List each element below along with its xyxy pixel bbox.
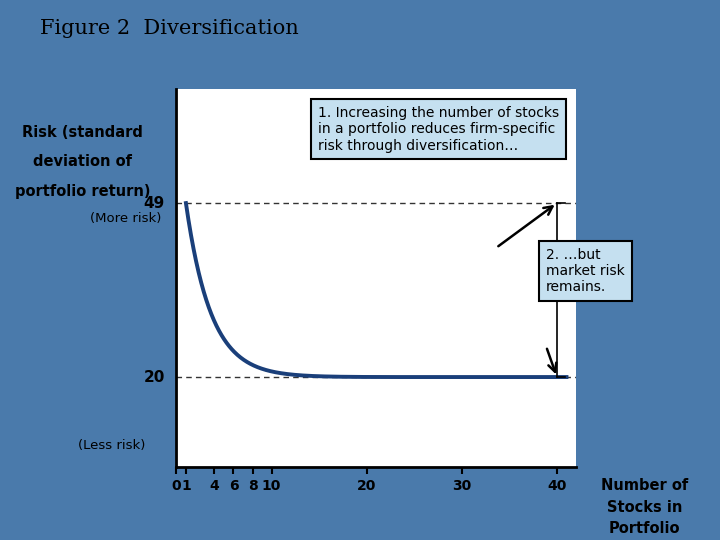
Text: (More risk): (More risk) bbox=[90, 212, 162, 225]
Text: 20: 20 bbox=[143, 369, 165, 384]
Text: deviation of: deviation of bbox=[33, 154, 132, 170]
Text: Number of: Number of bbox=[600, 478, 688, 493]
Text: (Less risk): (Less risk) bbox=[78, 439, 145, 452]
Text: 2. …but
market risk
remains.: 2. …but market risk remains. bbox=[546, 248, 625, 294]
Text: Figure 2  Diversification: Figure 2 Diversification bbox=[40, 19, 298, 38]
Text: portfolio return): portfolio return) bbox=[15, 184, 150, 199]
Text: Portfolio: Portfolio bbox=[608, 521, 680, 536]
Text: 1. Increasing the number of stocks
in a portfolio reduces firm-specific
risk thr: 1. Increasing the number of stocks in a … bbox=[318, 106, 559, 152]
Text: Risk (standard: Risk (standard bbox=[22, 125, 143, 140]
Text: 49: 49 bbox=[144, 195, 165, 211]
Text: Stocks in: Stocks in bbox=[607, 500, 682, 515]
